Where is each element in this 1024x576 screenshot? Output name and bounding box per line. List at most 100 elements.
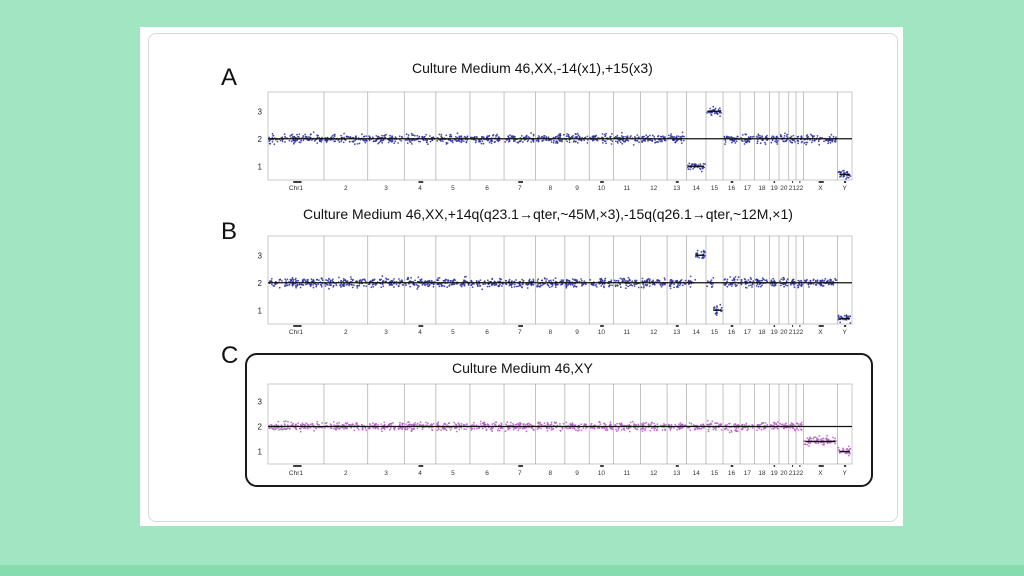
chromosome-tick-label: 15 bbox=[711, 329, 719, 336]
data-points bbox=[268, 105, 852, 180]
data-point bbox=[565, 135, 568, 138]
data-point bbox=[662, 283, 664, 285]
data-point bbox=[365, 285, 368, 287]
data-point bbox=[447, 422, 450, 425]
data-point bbox=[610, 143, 613, 145]
data-point bbox=[835, 279, 838, 282]
data-point bbox=[394, 140, 397, 143]
data-point bbox=[506, 421, 509, 424]
data-point bbox=[298, 141, 301, 144]
data-point bbox=[689, 429, 692, 432]
data-point bbox=[479, 279, 482, 281]
data-point bbox=[393, 427, 395, 430]
data-point bbox=[508, 284, 511, 287]
data-point bbox=[752, 280, 755, 283]
data-point bbox=[529, 424, 531, 426]
data-point bbox=[560, 283, 562, 286]
data-point bbox=[351, 279, 354, 282]
data-point bbox=[791, 141, 793, 144]
data-point bbox=[364, 427, 367, 429]
data-point bbox=[743, 143, 746, 145]
data-point bbox=[745, 280, 748, 283]
data-point bbox=[634, 427, 637, 430]
data-point bbox=[809, 442, 812, 445]
data-point bbox=[740, 280, 743, 283]
data-point bbox=[762, 421, 765, 424]
data-point bbox=[674, 141, 676, 144]
figure-card bbox=[140, 27, 903, 526]
data-point bbox=[551, 428, 554, 431]
data-point bbox=[530, 132, 532, 134]
data-point bbox=[361, 133, 363, 136]
data-point bbox=[812, 278, 815, 281]
data-point bbox=[642, 286, 645, 289]
data-point bbox=[582, 427, 585, 429]
data-point bbox=[296, 133, 298, 136]
data-point bbox=[549, 139, 551, 142]
data-point bbox=[296, 283, 299, 286]
data-point bbox=[460, 141, 463, 144]
data-point bbox=[599, 278, 601, 280]
data-point bbox=[414, 279, 416, 282]
chromosome-tick-label: 9 bbox=[575, 470, 579, 477]
y-tick-label: 1 bbox=[258, 448, 263, 457]
data-point bbox=[847, 176, 850, 179]
data-point bbox=[311, 422, 314, 425]
data-point bbox=[726, 285, 729, 288]
data-point bbox=[440, 136, 443, 139]
data-point bbox=[463, 135, 466, 138]
data-point bbox=[537, 278, 540, 281]
data-point bbox=[659, 140, 662, 143]
data-point bbox=[488, 285, 491, 288]
data-point bbox=[676, 139, 679, 142]
data-point bbox=[360, 280, 363, 282]
data-point bbox=[425, 424, 427, 427]
data-point bbox=[758, 427, 760, 430]
chromosome-tick-label: 21 bbox=[789, 329, 797, 336]
data-point bbox=[316, 278, 318, 281]
data-point bbox=[483, 423, 486, 426]
data-point bbox=[562, 133, 565, 136]
data-point bbox=[316, 142, 319, 144]
data-point bbox=[465, 140, 468, 143]
data-point bbox=[496, 429, 499, 432]
data-point bbox=[555, 140, 557, 143]
data-point bbox=[517, 429, 520, 432]
data-point bbox=[706, 112, 708, 114]
data-point bbox=[551, 283, 554, 285]
data-point bbox=[839, 171, 841, 174]
data-point bbox=[730, 429, 733, 432]
data-point bbox=[745, 424, 747, 426]
data-point bbox=[645, 280, 648, 283]
data-point bbox=[317, 283, 320, 285]
data-point bbox=[569, 423, 572, 425]
data-point bbox=[425, 141, 428, 143]
data-point bbox=[577, 429, 579, 432]
data-point bbox=[409, 285, 411, 288]
data-point bbox=[708, 426, 711, 429]
data-point bbox=[713, 112, 716, 115]
data-point bbox=[704, 163, 706, 166]
data-point bbox=[329, 423, 332, 426]
data-point bbox=[437, 426, 440, 429]
data-point bbox=[363, 139, 366, 142]
chromosome-tick-label: 17 bbox=[744, 470, 752, 477]
data-point bbox=[290, 421, 293, 424]
data-point bbox=[410, 276, 412, 279]
data-point bbox=[457, 422, 460, 424]
data-point bbox=[401, 428, 403, 431]
data-point bbox=[641, 141, 643, 143]
data-point bbox=[728, 136, 731, 139]
data-point bbox=[628, 430, 631, 433]
data-point bbox=[491, 283, 494, 286]
data-point bbox=[796, 422, 798, 425]
data-point bbox=[417, 280, 419, 283]
data-point bbox=[510, 421, 512, 424]
data-point bbox=[849, 315, 851, 318]
data-point bbox=[729, 276, 732, 278]
data-point bbox=[274, 283, 276, 285]
data-point bbox=[609, 423, 612, 425]
data-point bbox=[578, 135, 581, 138]
data-point bbox=[375, 283, 378, 285]
data-point bbox=[625, 139, 628, 142]
